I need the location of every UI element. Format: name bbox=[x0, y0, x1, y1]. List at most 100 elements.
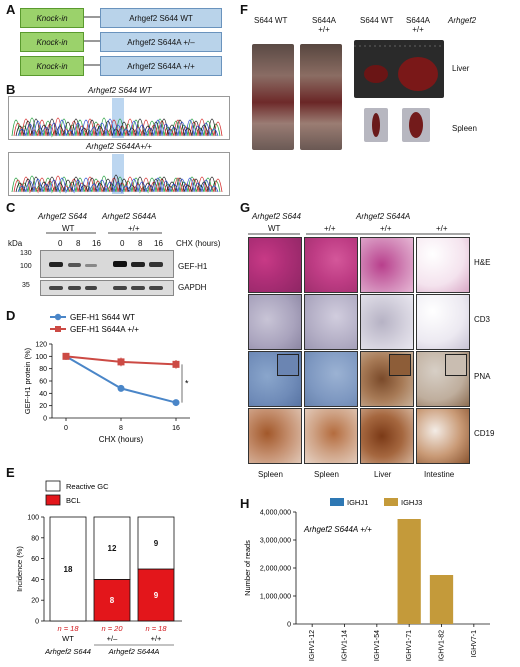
spleen-photo-wt bbox=[364, 108, 388, 142]
histo-pna-spleen-wt bbox=[248, 351, 302, 407]
data-point bbox=[117, 358, 125, 366]
histo-pna-liver-mut bbox=[360, 351, 414, 407]
chart-d-decay: 0 20 40 60 80 100 120 0 8 16 CHX (hours) GEF-H1 pro… bbox=[23, 313, 190, 444]
y-tick-label: 100 bbox=[35, 354, 47, 361]
bar-count: 8 bbox=[110, 596, 115, 605]
mouse-photo-mutant bbox=[300, 44, 342, 150]
panel-label-d: D bbox=[6, 308, 16, 323]
group-label: Arhgef2 S644 bbox=[44, 647, 91, 656]
blot-gefh1 bbox=[40, 250, 174, 278]
data-point bbox=[172, 360, 180, 368]
histo-cd19-spleen-wt bbox=[248, 408, 302, 464]
f-col-label: S644A +/+ bbox=[311, 16, 337, 34]
panel-label-g: G bbox=[240, 200, 251, 215]
f-col-label: S644 WT bbox=[360, 16, 394, 25]
histo-he-spleen-wt bbox=[248, 237, 302, 293]
blot-group2: Arhgef2 S644A bbox=[102, 212, 157, 221]
y-tick-label: 60 bbox=[39, 379, 47, 386]
allele-box: Arhgef2 S644 WT bbox=[100, 8, 222, 28]
bar-segment bbox=[93, 516, 131, 580]
panel-label-b: B bbox=[6, 82, 16, 97]
histo-cd3-liver-mut bbox=[360, 294, 414, 350]
histo-cd19-intestine-mut bbox=[416, 408, 470, 464]
g-genotype: WT bbox=[268, 224, 281, 233]
legend-label: Reactive GC bbox=[66, 482, 109, 491]
blot-group1-sub: WT bbox=[62, 224, 75, 233]
x-tick-label: IGHV1-12 bbox=[309, 630, 316, 661]
y-tick-label: 20 bbox=[31, 598, 39, 605]
g-stain-label: CD3 bbox=[474, 315, 491, 324]
histo-cd19-spleen-mut bbox=[304, 408, 358, 464]
construct-connectors bbox=[84, 16, 100, 66]
x-tick-label: +/– bbox=[107, 634, 118, 643]
legend-swatch bbox=[45, 494, 61, 506]
blot-group-lines bbox=[46, 232, 162, 234]
bar-count: 18 bbox=[64, 565, 73, 574]
histo-cd3-spleen-mut bbox=[304, 294, 358, 350]
panel-label-c: C bbox=[6, 200, 16, 215]
legend-swatch bbox=[330, 498, 344, 506]
x-tick-label: IGHV7-1 bbox=[471, 630, 478, 657]
y-tick-label: 1,000,000 bbox=[260, 594, 291, 601]
spleen-photo-mutant bbox=[402, 108, 430, 142]
knockin-box: Knock-in bbox=[20, 32, 84, 52]
histo-he-spleen-mut bbox=[304, 237, 358, 293]
g-stain-label: CD19 bbox=[474, 429, 495, 438]
allele-box: Arhgef2 S644A +/– bbox=[100, 32, 222, 52]
bar-segment bbox=[49, 516, 87, 622]
bar-segment bbox=[137, 516, 175, 570]
histo-he-intestine-mut bbox=[416, 237, 470, 293]
blot-group2-sub: +/+ bbox=[128, 224, 140, 233]
panel-label-h: H bbox=[240, 496, 250, 511]
data-point bbox=[117, 384, 125, 392]
x-tick-label: IGHV1-71 bbox=[406, 630, 413, 661]
f-col-label: S644A +/+ bbox=[405, 16, 431, 34]
y-tick-label: 0 bbox=[287, 622, 291, 629]
mw-marker: 100 bbox=[20, 263, 32, 270]
y-tick-label: 80 bbox=[39, 366, 47, 373]
mw-marker: 130 bbox=[20, 250, 32, 257]
legend-label: IGHJ1 bbox=[347, 498, 368, 507]
n-label: n = 20 bbox=[101, 624, 123, 633]
f-gene-label: Arhgef2 bbox=[448, 16, 477, 25]
liver-photo bbox=[354, 40, 444, 98]
legend-label: IGHJ3 bbox=[401, 498, 422, 507]
knockin-box: Knock-in bbox=[20, 8, 84, 28]
chart-h-reads: IGHJ1 IGHJ3 0 1,000,000 2,000,000 3,000,000 4,… bbox=[243, 498, 490, 661]
f-row-label: Spleen bbox=[452, 124, 477, 133]
chromatogram-wt bbox=[8, 96, 230, 140]
g-tissue-label: Intestine bbox=[424, 470, 455, 479]
g-tissue-label: Spleen bbox=[258, 470, 283, 479]
bar bbox=[429, 575, 454, 624]
x-tick-label: IGHV1-82 bbox=[439, 630, 446, 661]
y-tick-label: 0 bbox=[35, 619, 39, 626]
histo-pna-spleen-mut bbox=[304, 351, 358, 407]
y-tick-label: 60 bbox=[31, 556, 39, 563]
y-tick-label: 0 bbox=[43, 416, 47, 423]
histo-cd19-liver-mut bbox=[360, 408, 414, 464]
chart-annotation: Arhgef2 S644A +/+ bbox=[303, 525, 372, 534]
kda-label: kDa bbox=[8, 239, 23, 248]
significance-star: * bbox=[185, 378, 189, 388]
g-header-1: Arhgef2 S644 bbox=[252, 212, 301, 221]
g-tissue-label: Liver bbox=[374, 470, 392, 479]
x-axis-label: CHX (hours) bbox=[99, 435, 144, 444]
data-point bbox=[172, 399, 180, 407]
f-row-label: Liver bbox=[452, 64, 470, 73]
band-label-gefh1: GEF-H1 bbox=[178, 262, 208, 271]
blot-group1: Arhgef2 S644 bbox=[38, 212, 87, 221]
mw-marker: 35 bbox=[22, 282, 30, 289]
histo-pna-intestine-mut bbox=[416, 351, 470, 407]
knockin-box: Knock-in bbox=[20, 56, 84, 76]
y-axis-label: Number of reads bbox=[243, 540, 252, 596]
panel-label-f: F bbox=[240, 2, 248, 17]
g-stain-label: PNA bbox=[474, 372, 491, 381]
chx-axis-label: CHX (hours) bbox=[176, 239, 221, 248]
x-tick-label: 16 bbox=[172, 425, 180, 432]
chx-value: 16 bbox=[92, 239, 101, 248]
mouse-photo-wt bbox=[252, 44, 294, 150]
x-tick-label: IGHV1-14 bbox=[342, 630, 349, 661]
g-genotype: +/+ bbox=[324, 224, 336, 233]
panel-label-e: E bbox=[6, 465, 15, 480]
chx-value: 8 bbox=[138, 239, 143, 248]
